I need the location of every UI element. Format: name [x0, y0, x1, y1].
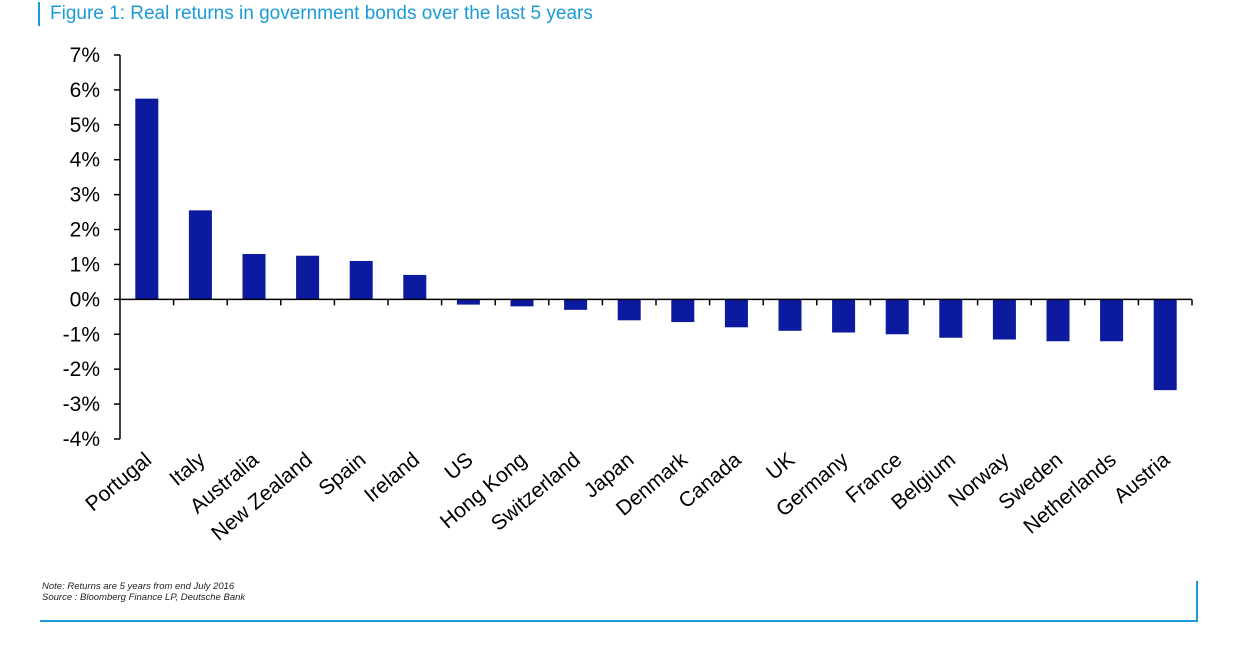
y-tick-label: 2% — [70, 219, 100, 242]
bar-netherlands — [1100, 299, 1124, 342]
y-tick-label: -2% — [63, 358, 100, 381]
bar-uk — [778, 299, 802, 331]
bar-spain — [349, 260, 373, 300]
y-tick-label: 5% — [70, 114, 100, 137]
category-label: Netherlands — [1019, 448, 1121, 538]
y-tick-label: 4% — [70, 149, 100, 172]
note-text: Note: Returns are 5 years from end July … — [42, 581, 235, 592]
bar-belgium — [939, 299, 963, 338]
bar-norway — [992, 299, 1016, 340]
y-tick-label: -1% — [63, 323, 100, 346]
y-tick-label: 7% — [70, 44, 100, 67]
frame-bottom-rule — [40, 620, 1198, 622]
category-label: Portugal — [81, 448, 156, 516]
y-tick-label: -3% — [63, 393, 100, 416]
bar-austria — [1153, 299, 1177, 391]
category-label: US — [440, 448, 477, 484]
y-tick-label: 6% — [70, 79, 100, 102]
bar-germany — [832, 299, 856, 333]
bar-france — [885, 299, 909, 335]
x-axis — [120, 298, 1193, 306]
bar-switzerland — [564, 299, 588, 310]
bar-portugal — [135, 98, 159, 300]
figure-title: Figure 1: Real returns in government bon… — [50, 3, 593, 24]
bar-hong-kong — [510, 299, 534, 307]
category-label: Italy — [165, 448, 210, 491]
bar-us — [456, 299, 480, 305]
bar-new-zealand — [296, 255, 320, 300]
bar-canada — [724, 299, 748, 328]
bars — [135, 98, 1177, 391]
figure-title-bar: Figure 1: Real returns in government bon… — [38, 2, 593, 26]
category-label: Ireland — [360, 448, 424, 507]
y-axis: 7% 6% 5% 4% 3% 2% 1% 0% -1% -2% -3% -4% — [63, 44, 121, 451]
chart-notes: Note: Returns are 5 years from end July … — [42, 581, 245, 603]
bar-chart: 7% 6% 5% 4% 3% 2% 1% 0% -1% -2% -3% -4% Portugal Ita… — [63, 44, 1193, 545]
y-tick-label: 3% — [70, 184, 100, 207]
y-tick-label: -4% — [63, 428, 100, 451]
bar-sweden — [1046, 299, 1070, 342]
frame-right-rule — [1196, 581, 1198, 621]
bar-ireland — [403, 274, 427, 300]
bar-denmark — [671, 299, 695, 323]
source-text: Source : Bloomberg Finance LP, Deutsche … — [42, 592, 246, 603]
category-label: UK — [762, 448, 799, 484]
bar-japan — [617, 299, 641, 321]
bar-australia — [242, 253, 266, 300]
y-tick-label: 0% — [70, 288, 100, 311]
bar-italy — [188, 210, 212, 300]
category-label: Austria — [1110, 448, 1175, 508]
y-tick-label: 1% — [70, 253, 100, 276]
